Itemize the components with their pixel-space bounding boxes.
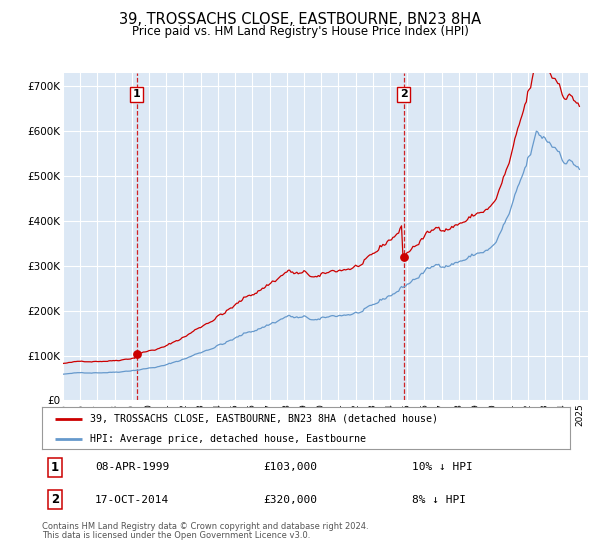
Text: 39, TROSSACHS CLOSE, EASTBOURNE, BN23 8HA: 39, TROSSACHS CLOSE, EASTBOURNE, BN23 8H… bbox=[119, 12, 481, 27]
Text: 8% ↓ HPI: 8% ↓ HPI bbox=[412, 495, 466, 505]
Text: 1: 1 bbox=[133, 89, 140, 99]
Text: Price paid vs. HM Land Registry's House Price Index (HPI): Price paid vs. HM Land Registry's House … bbox=[131, 25, 469, 38]
Text: £320,000: £320,000 bbox=[264, 495, 318, 505]
Text: 1: 1 bbox=[51, 461, 59, 474]
Text: 08-APR-1999: 08-APR-1999 bbox=[95, 463, 169, 472]
Text: 17-OCT-2014: 17-OCT-2014 bbox=[95, 495, 169, 505]
Text: 10% ↓ HPI: 10% ↓ HPI bbox=[412, 463, 472, 472]
Text: 2: 2 bbox=[400, 89, 407, 99]
Text: HPI: Average price, detached house, Eastbourne: HPI: Average price, detached house, East… bbox=[89, 433, 365, 444]
Point bbox=[399, 253, 409, 262]
Text: This data is licensed under the Open Government Licence v3.0.: This data is licensed under the Open Gov… bbox=[42, 531, 310, 540]
Text: 2: 2 bbox=[51, 493, 59, 506]
Text: £103,000: £103,000 bbox=[264, 463, 318, 472]
Text: 39, TROSSACHS CLOSE, EASTBOURNE, BN23 8HA (detached house): 39, TROSSACHS CLOSE, EASTBOURNE, BN23 8H… bbox=[89, 414, 437, 424]
Text: Contains HM Land Registry data © Crown copyright and database right 2024.: Contains HM Land Registry data © Crown c… bbox=[42, 522, 368, 531]
Point bbox=[132, 349, 142, 358]
